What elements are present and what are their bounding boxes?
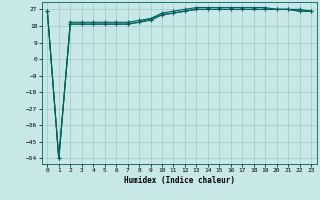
X-axis label: Humidex (Indice chaleur): Humidex (Indice chaleur): [124, 176, 235, 185]
